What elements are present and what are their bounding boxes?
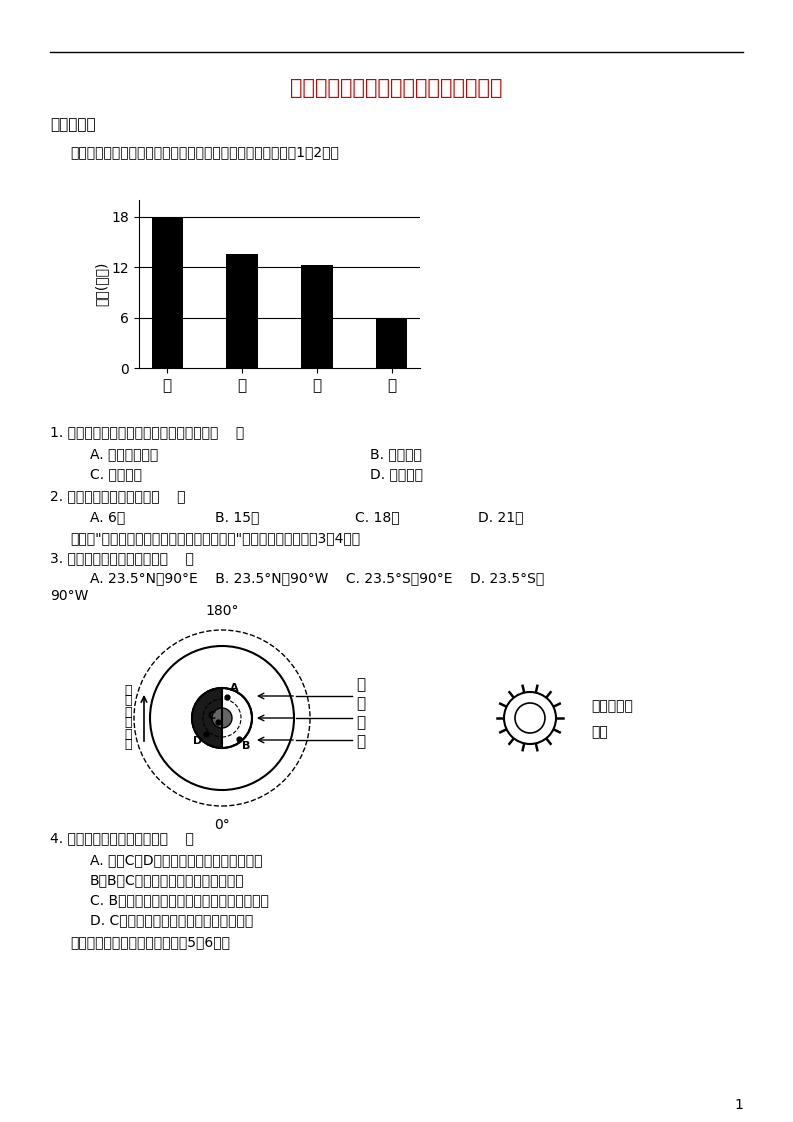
Text: 一，选择题: 一，选择题 (50, 118, 96, 132)
Text: 线: 线 (356, 735, 365, 749)
Text: D. 由南到北: D. 由南到北 (370, 467, 423, 481)
Text: 2. 图中甲地的日落时刻是（    ）: 2. 图中甲地的日落时刻是（ ） (50, 489, 186, 503)
Text: D: D (193, 736, 202, 746)
Text: 转: 转 (125, 717, 132, 729)
Text: 90°W: 90°W (50, 589, 88, 603)
Bar (301, 266, 332, 368)
Text: C: C (208, 711, 216, 721)
Text: 1. 甲、乙、丙、丁四个地点的排列顺序是（    ）: 1. 甲、乙、丙、丁四个地点的排列顺序是（ ） (50, 425, 244, 439)
Text: 地: 地 (125, 683, 132, 697)
Text: 3. 太阳直射点的地理坐标是（    ）: 3. 太阳直射点的地理坐标是（ ） (50, 551, 193, 565)
Text: 太: 太 (356, 678, 365, 692)
Text: 方: 方 (125, 727, 132, 741)
Text: C. B位于刚果盆地，此时受副热带高气压控制: C. B位于刚果盆地，此时受副热带高气压控制 (90, 893, 269, 907)
Circle shape (192, 688, 252, 748)
Text: 读右图所示的天气系统图，回答5～6题。: 读右图所示的天气系统图，回答5～6题。 (70, 935, 230, 949)
Text: A. 6时: A. 6时 (90, 511, 125, 524)
Text: 下图为夏至日甲、乙、丙、丁四个地点的昼长状况，读图回答1～2题。: 下图为夏至日甲、乙、丙、丁四个地点的昼长状况，读图回答1～2题。 (70, 145, 339, 159)
Text: C. 由东到西: C. 由东到西 (90, 467, 142, 481)
Polygon shape (192, 688, 222, 748)
Bar (376, 318, 408, 368)
Text: 1: 1 (734, 1098, 743, 1112)
Text: 建瓯二中高三上学期期末考试地理试题: 建瓯二中高三上学期期末考试地理试题 (289, 79, 502, 98)
Text: D. 21时: D. 21时 (478, 511, 523, 524)
Text: B、B、C两地的正午太阳高度一定不同: B、B、C两地的正午太阳高度一定不同 (90, 873, 244, 888)
Circle shape (504, 692, 556, 744)
Text: A: A (230, 683, 239, 693)
Text: A. 由低纬到高纬: A. 由低纬到高纬 (90, 447, 159, 461)
Text: 极圈: 极圈 (591, 725, 607, 739)
Text: 向: 向 (125, 738, 132, 752)
Text: 下图为"二分二至节气中某极点上空的俯视图"，根据图中信息回答3～4题。: 下图为"二分二至节气中某极点上空的俯视图"，根据图中信息回答3～4题。 (70, 531, 360, 545)
Text: B: B (242, 741, 251, 751)
Text: 0°: 0° (214, 818, 230, 833)
Circle shape (515, 703, 545, 733)
Bar (151, 217, 183, 368)
Text: 光: 光 (356, 716, 365, 730)
Y-axis label: 昼长(小时): 昼长(小时) (94, 261, 109, 306)
Text: 球: 球 (125, 695, 132, 708)
Text: A. 23.5°N，90°E    B. 23.5°N，90°W    C. 23.5°S，90°E    D. 23.5°S，: A. 23.5°N，90°E B. 23.5°N，90°W C. 23.5°S，… (90, 571, 544, 585)
Text: B. 由北到南: B. 由北到南 (370, 447, 422, 461)
Circle shape (212, 708, 232, 728)
Text: C. 18时: C. 18时 (355, 511, 400, 524)
Text: D. C位于阿拉伯半岛，此时气候炎热干燥: D. C位于阿拉伯半岛，此时气候炎热干燥 (90, 913, 253, 927)
Bar (227, 255, 258, 368)
Text: 日: 日 (125, 706, 132, 718)
Text: 某低气压带: 某低气压带 (591, 699, 633, 712)
Text: 4. 下列有关说法，错误的是（    ）: 4. 下列有关说法，错误的是（ ） (50, 831, 193, 845)
Text: 阳: 阳 (356, 697, 365, 711)
Text: 180°: 180° (205, 604, 239, 618)
Text: A. 此时C、D两地昼长夜短且白昼时间相同: A. 此时C、D两地昼长夜短且白昼时间相同 (90, 853, 262, 867)
Text: B. 15时: B. 15时 (215, 511, 259, 524)
